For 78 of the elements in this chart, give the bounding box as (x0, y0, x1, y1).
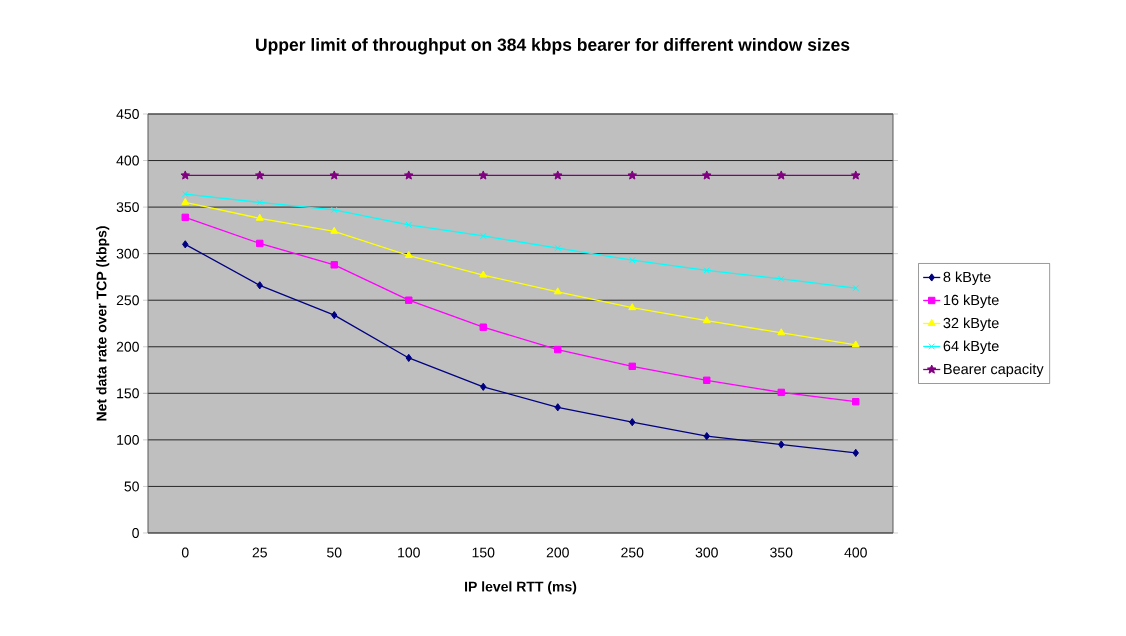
point (256, 239, 264, 248)
chart-title: Upper limit of throughput on 384 kbps bearer for different window sizes (256, 38, 850, 55)
point (480, 382, 487, 391)
point (256, 199, 264, 206)
x-tick-label: 350 (770, 547, 793, 558)
point (703, 267, 711, 274)
x-tick-label: 25 (252, 547, 267, 558)
y-tick-label: 350 (116, 202, 139, 213)
point (181, 213, 189, 222)
x-tick-label: 200 (546, 547, 569, 558)
point (181, 197, 190, 205)
y-tick-label: 300 (116, 248, 139, 259)
point (330, 226, 339, 234)
point (702, 316, 711, 324)
point (777, 388, 785, 397)
x-tick-label: 100 (398, 547, 420, 558)
point (553, 287, 562, 295)
point (255, 213, 264, 221)
y-tick-label: 400 (116, 155, 139, 166)
y-tick-label: 450 (116, 109, 139, 119)
point (256, 281, 263, 290)
point (331, 311, 338, 320)
point (701, 170, 712, 180)
x-tick-label: 400 (844, 547, 867, 558)
y-tick-label: 50 (124, 481, 139, 492)
x-tick-label: 50 (327, 547, 342, 558)
point (851, 340, 860, 348)
point (777, 275, 785, 283)
y-axis-title: Net data rate over TCP (kbps) (96, 226, 110, 421)
point (852, 398, 860, 406)
point (329, 170, 340, 180)
point (330, 261, 338, 269)
point (182, 240, 189, 249)
point (852, 284, 860, 292)
point (703, 376, 711, 384)
point (404, 251, 413, 259)
legend-label: Bearer capacity (944, 363, 1044, 378)
point (776, 170, 787, 180)
y-tick-label: 150 (117, 388, 139, 399)
point (777, 328, 786, 336)
point (181, 190, 189, 198)
point (554, 244, 562, 252)
legend-label: 32 kByte (943, 317, 999, 331)
x-tick-label: 150 (472, 547, 495, 558)
point (478, 170, 489, 180)
point (479, 323, 487, 331)
point (552, 170, 563, 180)
point (405, 353, 412, 363)
point (254, 170, 265, 180)
y-tick-label: 100 (117, 434, 139, 445)
point (479, 232, 487, 240)
point (554, 345, 562, 354)
legend-label: 8 kByte (943, 271, 991, 285)
point (405, 296, 413, 304)
point (852, 448, 859, 458)
y-tick-label: 0 (132, 528, 139, 538)
x-axis-title: IP level RTT (ms) (465, 581, 577, 595)
y-tick-label: 250 (116, 295, 139, 306)
x-tick-label: 0 (181, 547, 189, 558)
y-tick-label: 200 (116, 341, 139, 352)
point (850, 170, 861, 180)
point (180, 170, 191, 180)
point (778, 440, 785, 449)
x-tick-label: 300 (695, 547, 718, 558)
point (703, 432, 710, 441)
point (405, 221, 413, 229)
point (330, 206, 338, 214)
point (627, 170, 638, 180)
x-tick-label: 250 (621, 547, 644, 558)
point (554, 403, 561, 412)
legend-label: 16 kByte (944, 294, 999, 308)
legend-label: 64 kByte (943, 340, 999, 355)
point (628, 303, 637, 311)
point (403, 170, 414, 180)
point (479, 270, 488, 278)
point (628, 362, 636, 371)
point (629, 418, 636, 427)
point (628, 256, 636, 264)
